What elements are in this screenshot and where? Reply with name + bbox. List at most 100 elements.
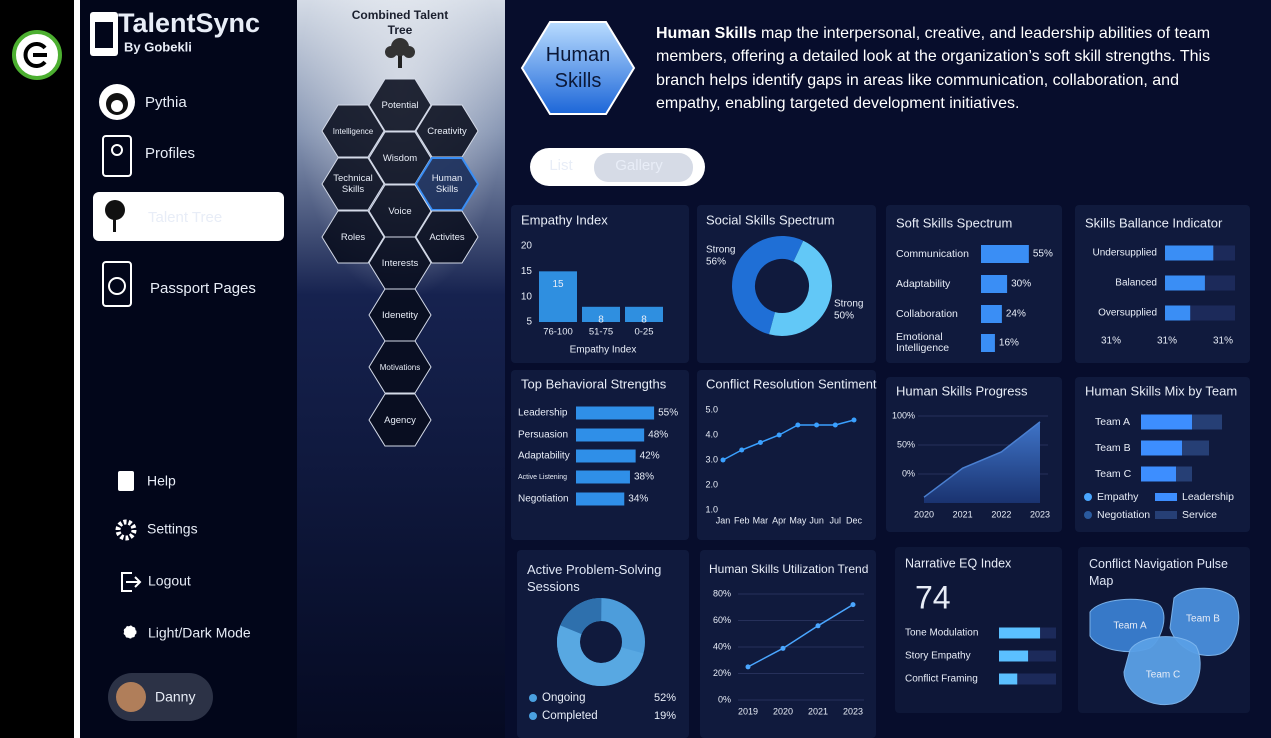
point <box>780 645 786 651</box>
card-title: Soft Skills Spectrum <box>896 215 1012 230</box>
map-region <box>1089 598 1165 653</box>
brand-icon <box>95 22 113 48</box>
bar <box>999 627 1041 639</box>
header-badge <box>520 21 636 115</box>
legend-label: Ongoing <box>542 692 585 704</box>
card-title: Human Skills Mix by Team <box>1085 383 1237 398</box>
bar-category-label: Balanced <box>1115 278 1157 289</box>
bar-value-label: 55% <box>658 408 678 419</box>
donut-segment <box>560 598 602 635</box>
passport-icon <box>102 261 132 307</box>
card-title: Human Skills Progress <box>896 383 1028 398</box>
bar-category-label: Oversupplied <box>1098 308 1157 319</box>
point <box>814 422 820 428</box>
card <box>511 205 689 363</box>
bar-value-label: 8 <box>641 314 647 325</box>
point <box>832 422 838 428</box>
point <box>815 623 821 629</box>
x-tick-label: Apr <box>772 515 786 525</box>
footer-nav-item[interactable]: Settings <box>147 521 198 537</box>
x-tick-label: 2021 <box>808 706 828 716</box>
x-tick-label: 0-25 <box>634 327 653 338</box>
donut-value-label: 50% <box>834 311 854 322</box>
x-tick-label: 2021 <box>953 509 973 519</box>
tree-node[interactable] <box>415 210 479 264</box>
legend-swatch <box>1084 493 1092 501</box>
bar-segment <box>1176 466 1192 482</box>
bar-value-label: 16% <box>999 338 1019 349</box>
bar <box>625 306 663 322</box>
legend-label: Completed <box>542 710 598 722</box>
nav-item[interactable]: Talent Tree <box>148 209 222 226</box>
point <box>851 417 857 423</box>
footer-label: 31% <box>1157 336 1177 347</box>
bar-value-label: 24% <box>1006 309 1026 320</box>
tree-node[interactable] <box>368 393 432 447</box>
footer-nav-item[interactable]: Logout <box>148 573 191 589</box>
view-toggle-option[interactable]: Gallery <box>615 157 663 174</box>
tree-icon <box>385 38 415 68</box>
profiles-icon <box>102 135 132 177</box>
card-title: Conflict Resolution Sentiment <box>706 376 877 391</box>
line <box>747 603 854 668</box>
view-toggle-option[interactable]: List <box>549 157 573 174</box>
y-tick-label: 1.0 <box>705 504 718 514</box>
card <box>886 205 1062 363</box>
bar-category-label: Adaptability <box>518 451 570 462</box>
y-tick-label: 5 <box>526 317 532 328</box>
bar <box>981 275 1008 293</box>
x-tick-label: 2023 <box>843 706 863 716</box>
footer-nav-item[interactable]: Light/Dark Mode <box>148 625 251 641</box>
nav-item[interactable]: Profiles <box>145 145 195 162</box>
tree-node[interactable] <box>321 104 385 158</box>
card <box>700 550 876 738</box>
x-tick-label: Jan <box>716 515 731 525</box>
legend-swatch <box>529 694 537 702</box>
tree-node[interactable] <box>414 157 480 211</box>
point <box>795 422 801 428</box>
tree-node[interactable] <box>368 78 432 132</box>
bar-category-label: Persuasion <box>518 430 568 441</box>
y-tick-label: 100% <box>892 410 915 420</box>
bar-segment <box>1141 440 1182 456</box>
map-region-label: Team A <box>1113 621 1147 632</box>
x-tick-label: 51-75 <box>589 327 613 338</box>
legend-swatch <box>529 712 537 720</box>
bar <box>981 245 1029 263</box>
tree-node[interactable] <box>321 157 385 211</box>
y-tick-label: 0% <box>902 468 915 478</box>
line <box>923 421 1041 498</box>
bar <box>582 306 620 322</box>
bar-segment <box>1182 440 1209 456</box>
card-title: Human Skills Utilization Trend <box>709 562 868 576</box>
card-title: Narrative EQ Index <box>905 556 1012 570</box>
bar-category-label: Active Listening <box>518 474 567 481</box>
user-name: Danny <box>155 689 195 705</box>
tree-node[interactable] <box>368 340 432 394</box>
card <box>1075 205 1250 363</box>
nav-item[interactable]: Pythia <box>145 94 187 111</box>
bar-category-label: Leadership <box>518 408 568 419</box>
tree-node[interactable] <box>321 210 385 264</box>
profiles-icon <box>111 144 123 156</box>
footer-nav-item[interactable]: Help <box>147 473 176 489</box>
x-tick-label: 2022 <box>991 509 1011 519</box>
footer-label: 31% <box>1213 336 1233 347</box>
card-title: Skills Ballance Indicator <box>1085 215 1223 230</box>
brand-byline: By Gobekli <box>124 39 192 54</box>
y-tick-label: 4.0 <box>705 429 718 439</box>
legend-swatch <box>1084 511 1092 519</box>
bar <box>576 406 655 420</box>
bar-category-label: Team B <box>1095 442 1131 454</box>
settings-icon <box>115 519 137 541</box>
y-tick-label: 2.0 <box>705 479 718 489</box>
x-tick-label: May <box>789 515 807 525</box>
nav-item[interactable]: Passport Pages <box>150 280 256 297</box>
y-tick-label: 50% <box>897 439 915 449</box>
bar <box>576 428 645 442</box>
card <box>697 370 876 540</box>
bar <box>1165 275 1205 291</box>
bar-segment <box>1192 414 1222 430</box>
